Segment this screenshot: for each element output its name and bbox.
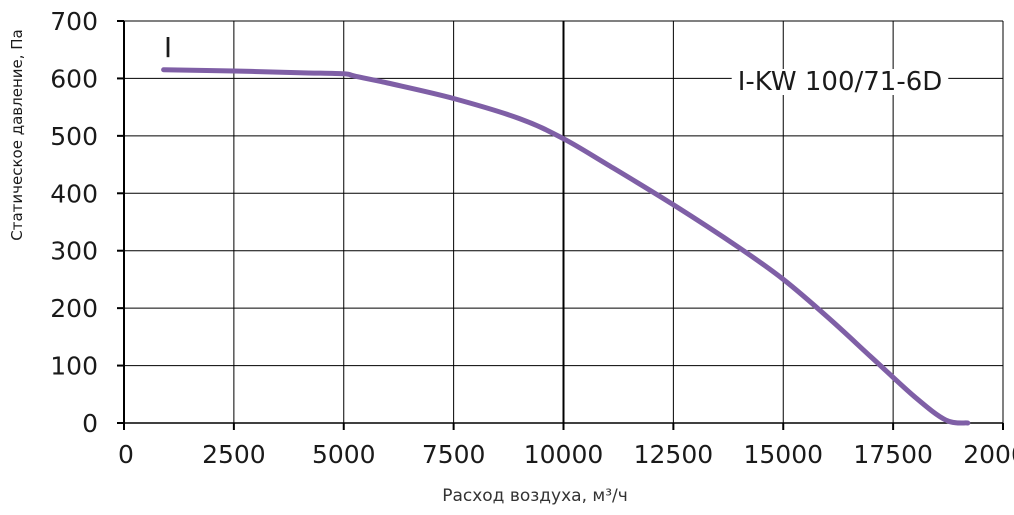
x-tick-label: 10000	[524, 440, 604, 469]
curve-marker-label: I	[164, 31, 172, 64]
grid	[123, 20, 1004, 430]
series-layer	[161, 67, 971, 426]
x-axis-label: Расход воздуха, м³/ч	[442, 486, 628, 506]
y-axis-label: Статическое давление, Па	[8, 29, 26, 240]
x-tick-label: 2500	[202, 440, 266, 469]
y-tick-label: 400	[50, 179, 98, 208]
x-tick-label: 15000	[743, 440, 823, 469]
y-tick-label: 500	[50, 122, 98, 151]
x-tick-label: 5000	[312, 440, 376, 469]
y-tick-label: 200	[50, 294, 98, 323]
x-tick-label: 17500	[853, 440, 933, 469]
x-tick-label: 7500	[422, 440, 486, 469]
x-tick-label: 0	[118, 440, 134, 469]
y-axis-ticks: 0 100 200 300 400 500 600 700	[50, 7, 124, 438]
y-tick-label: 600	[50, 64, 98, 93]
y-tick-label: 100	[50, 352, 98, 381]
series-label-background	[731, 69, 949, 95]
y-tick-label: 300	[50, 237, 98, 266]
x-tick-label: 20000	[963, 440, 1014, 469]
y-tick-label: 700	[50, 7, 98, 36]
series-label: I-KW 100/71-6D	[738, 67, 943, 97]
y-tick-label: 0	[82, 409, 98, 438]
series-line	[161, 67, 971, 426]
x-axis-ticks: 0 2500 5000 7500 10000 12500 15000 17500 20000	[118, 423, 1014, 469]
x-tick-label: 12500	[634, 440, 714, 469]
